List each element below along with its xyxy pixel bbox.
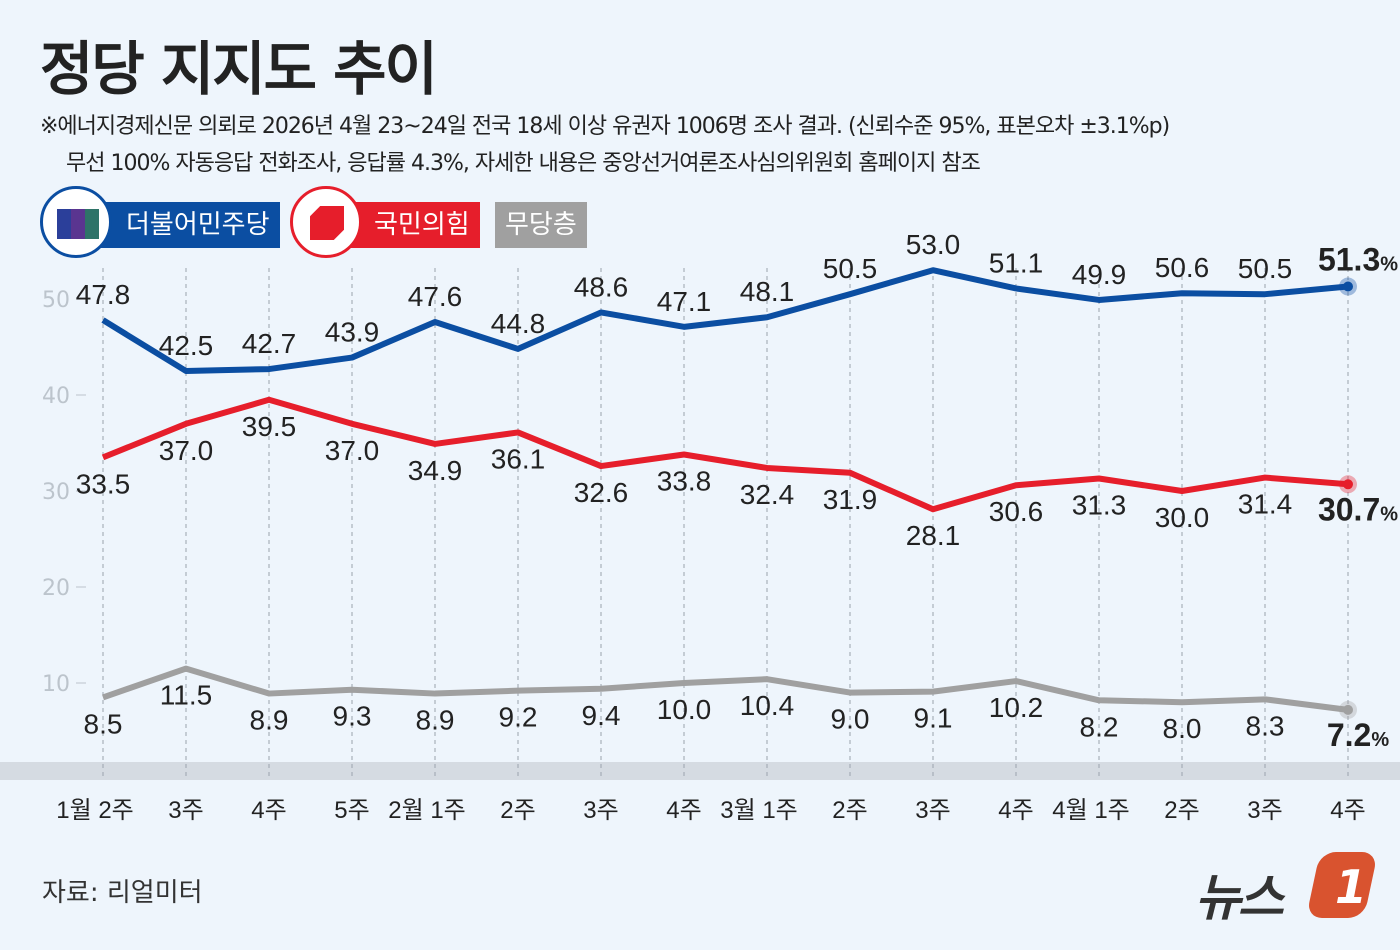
x-tick-label: 1월 2주 bbox=[56, 797, 134, 824]
source-label: 자료: 리얼미터 bbox=[42, 878, 203, 908]
data-label: 47.1 bbox=[657, 286, 712, 317]
unit-label: % bbox=[1380, 254, 1398, 276]
x-tick-label: 4주 bbox=[666, 797, 701, 824]
data-label: 8.9 bbox=[416, 705, 455, 736]
data-label: 33.8 bbox=[657, 466, 712, 497]
data-label: 8.2 bbox=[1080, 711, 1119, 742]
data-label: 42.7 bbox=[242, 328, 297, 359]
data-label: 50.5 bbox=[823, 253, 878, 284]
data-label: 11.5 bbox=[160, 680, 212, 711]
legend-label: 국민의힘 bbox=[350, 202, 480, 248]
survey-note-2: 무선 100% 자동응답 전화조사, 응답률 4.3%, 자세한 내용은 중앙선… bbox=[66, 151, 981, 176]
data-label: 53.0 bbox=[906, 229, 961, 260]
x-tick-label: 4주 bbox=[251, 797, 286, 824]
data-label: 30.6 bbox=[989, 496, 1044, 527]
data-label: 8.9 bbox=[250, 705, 289, 736]
x-axis-band bbox=[0, 762, 1400, 780]
data-label: 31.9 bbox=[823, 484, 878, 515]
data-label: 44.8 bbox=[491, 308, 546, 339]
x-tick-label: 3월 1주 bbox=[720, 797, 798, 824]
data-label: 30.0 bbox=[1155, 502, 1210, 533]
data-label: 32.4 bbox=[740, 479, 795, 510]
data-label: 48.1 bbox=[740, 276, 795, 307]
democratic-party-logo-icon bbox=[40, 186, 112, 258]
x-tick-label: 3주 bbox=[583, 797, 618, 824]
x-tick-label: 4주 bbox=[1330, 797, 1365, 824]
y-tick-label: 30 bbox=[42, 480, 70, 505]
y-tick-label: 40 bbox=[42, 384, 70, 409]
x-tick-label: 4주 bbox=[998, 797, 1033, 824]
data-point bbox=[1343, 281, 1353, 292]
data-label: 8.0 bbox=[1163, 713, 1202, 744]
data-label: 34.9 bbox=[408, 455, 463, 486]
x-tick-label: 3주 bbox=[1247, 797, 1282, 824]
data-label: 9.0 bbox=[831, 704, 870, 735]
data-label: 32.6 bbox=[574, 477, 629, 508]
x-tick-label: 4월 1주 bbox=[1052, 797, 1130, 824]
data-label: 8.3 bbox=[1246, 710, 1285, 741]
data-label: 7.2% bbox=[1327, 717, 1389, 753]
data-label: 37.0 bbox=[325, 435, 380, 466]
y-tick-label: 10 bbox=[42, 672, 70, 697]
data-label: 9.4 bbox=[582, 700, 621, 731]
y-tick-label: 50 bbox=[42, 288, 70, 313]
x-tick-label: 5주 bbox=[334, 797, 369, 824]
data-label: 47.6 bbox=[408, 281, 463, 312]
data-label: 36.1 bbox=[491, 443, 546, 474]
ppp-logo-icon bbox=[290, 186, 362, 258]
data-label: 10.4 bbox=[740, 690, 795, 721]
news1-logo: 뉴스 1 bbox=[1195, 850, 1385, 927]
legend-label: 무당층 bbox=[495, 202, 587, 248]
data-label: 31.3 bbox=[1072, 490, 1127, 521]
x-tick-label: 2월 1주 bbox=[388, 797, 466, 824]
data-label: 43.9 bbox=[325, 317, 380, 348]
unit-label: % bbox=[1380, 503, 1398, 525]
data-label: 47.8 bbox=[76, 279, 131, 310]
x-tick-label: 3주 bbox=[168, 797, 203, 824]
x-tick-label: 2주 bbox=[832, 797, 867, 824]
page-title: 정당 지지도 추이 bbox=[40, 35, 438, 103]
data-point bbox=[1343, 704, 1353, 715]
data-label: 37.0 bbox=[159, 435, 214, 466]
data-label: 30.7% bbox=[1318, 491, 1398, 527]
unit-label: % bbox=[1371, 729, 1389, 751]
series-line-1 bbox=[101, 396, 1349, 513]
data-label: 50.5 bbox=[1238, 253, 1293, 284]
legend-label: 더불어민주당 bbox=[100, 202, 280, 248]
data-label: 51.3% bbox=[1318, 242, 1398, 278]
y-tick-label: 20 bbox=[42, 576, 70, 601]
data-label: 50.6 bbox=[1155, 252, 1210, 283]
x-tick-label: 2주 bbox=[1164, 797, 1199, 824]
data-label: 28.1 bbox=[906, 520, 961, 551]
data-label: 49.9 bbox=[1072, 259, 1127, 290]
data-label: 39.5 bbox=[242, 411, 297, 442]
data-label: 8.5 bbox=[84, 708, 123, 739]
series-line-0 bbox=[101, 267, 1349, 374]
data-point bbox=[1343, 479, 1353, 490]
data-label: 42.5 bbox=[159, 330, 214, 361]
survey-note: ※에너지경제신문 의뢰로 2026년 4월 23~24일 전국 18세 이상 유… bbox=[40, 114, 1170, 139]
x-tick-label: 2주 bbox=[500, 797, 535, 824]
x-tick-label: 3주 bbox=[915, 797, 950, 824]
data-label: 9.2 bbox=[499, 702, 538, 733]
data-label: 31.4 bbox=[1238, 489, 1293, 520]
data-label: 51.1 bbox=[989, 247, 1044, 278]
data-label: 10.2 bbox=[989, 692, 1044, 723]
data-label: 48.6 bbox=[574, 271, 629, 302]
data-label: 9.1 bbox=[914, 703, 953, 734]
data-label: 10.0 bbox=[657, 694, 712, 725]
data-label: 33.5 bbox=[76, 468, 131, 499]
series-line-2 bbox=[102, 665, 1349, 713]
data-label: 9.3 bbox=[333, 701, 372, 732]
